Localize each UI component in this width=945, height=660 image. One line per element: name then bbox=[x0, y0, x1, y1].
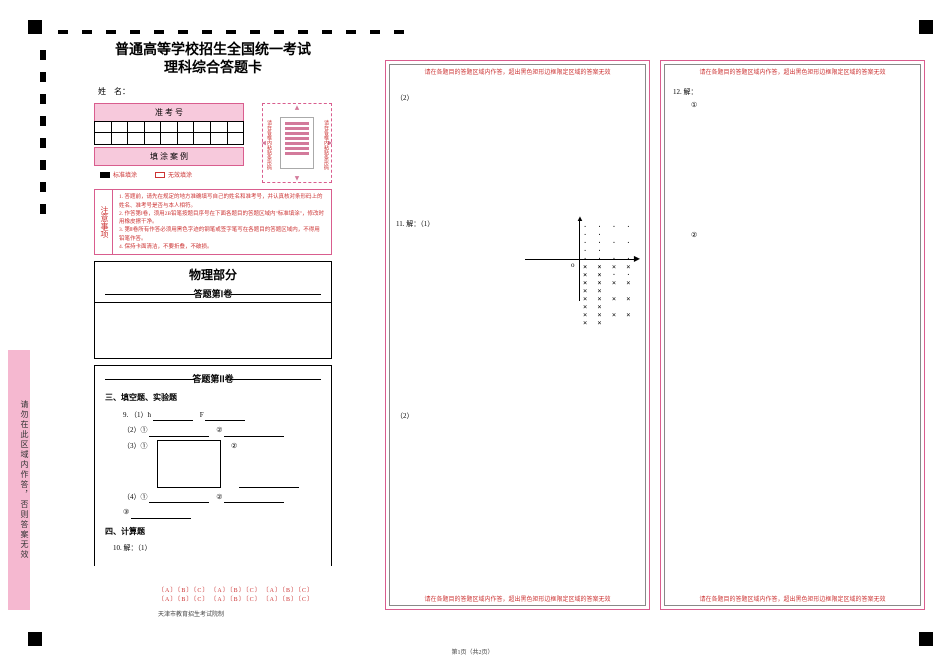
title-line2: 理科综合答题卡 bbox=[58, 60, 368, 78]
blank-line bbox=[149, 494, 209, 503]
arrow-up-icon: ▴ bbox=[295, 102, 300, 113]
panel-footer: 请在各题目的答题区域内作答，超出黑色矩形边框限定区域的答案无效 bbox=[386, 594, 649, 603]
legend-wrong: 无效填涂 bbox=[168, 170, 192, 179]
physics-field-diagram: ▲ ▶ o · · · · · ·· · · · · ·· · · · · ··… bbox=[525, 219, 635, 301]
timing-mark bbox=[919, 632, 933, 646]
q12-sub2: ② bbox=[691, 231, 697, 239]
panel-middle: 请在各题目的答题区域内作答，超出黑色矩形边框限定区域的答案无效 请在各题目的答题… bbox=[385, 60, 650, 610]
notice-line: 4. 保持卡面清洁，不要折叠，不破损。 bbox=[119, 243, 325, 251]
p2-top-num: （2） bbox=[396, 93, 414, 103]
barcode-zone: ▴ ▴ ▴ ▴ 请在各框内粘贴条形码 请在各框内粘贴条形码 bbox=[262, 103, 332, 183]
blank-line bbox=[205, 412, 245, 421]
card1-label: 答题第Ⅰ卷 bbox=[95, 285, 331, 302]
panel-right: 请在各题目的答题区域内作答，超出黑色矩形边框限定区域的答案无效 请在各题目的答题… bbox=[660, 60, 925, 610]
title-line1: 普通高等学校招生全国统一考试 bbox=[58, 42, 368, 60]
ticket-grid bbox=[94, 121, 244, 145]
ticket-number-block: 准 考 号 填 涂 案 例 标准填涂 无效填涂 bbox=[94, 103, 244, 183]
options-line: 〔A〕〔B〕〔C〕 〔A〕〔B〕〔C〕 〔A〕〔B〕〔C〕 bbox=[158, 596, 314, 606]
options-line: 〔A〕〔B〕〔C〕 〔A〕〔B〕〔C〕 〔A〕〔B〕〔C〕 bbox=[158, 587, 314, 597]
mc-options-demo: 〔A〕〔B〕〔C〕 〔A〕〔B〕〔C〕 〔A〕〔B〕〔C〕 〔A〕〔B〕〔C〕 … bbox=[158, 587, 314, 606]
barcode-icon bbox=[280, 117, 314, 169]
q9-2b: ② bbox=[216, 426, 222, 434]
answer-box bbox=[157, 440, 221, 488]
card1-blank bbox=[95, 302, 331, 358]
q9-2a: （2）① bbox=[123, 426, 148, 434]
timing-left-col bbox=[40, 50, 46, 214]
notice-label: 注意事项 bbox=[95, 190, 113, 254]
ticket-header: 准 考 号 bbox=[94, 103, 244, 121]
physics-title: 物理部分 bbox=[95, 262, 331, 285]
barcode-hint-right: 请在各框内粘贴条形码 bbox=[322, 120, 329, 170]
q12-sub1: ① bbox=[691, 101, 697, 109]
timing-mark bbox=[28, 20, 42, 34]
blank-line bbox=[224, 428, 284, 437]
blank-line bbox=[224, 494, 284, 503]
notice-line: 3. 第Ⅱ卷所有作答必须用黑色字迹的钢笔或签字笔写在各题目的答题区域内，不得用铅… bbox=[119, 226, 325, 243]
panel-header: 请在各题目的答题区域内作答，超出黑色矩形边框限定区域的答案无效 bbox=[386, 67, 649, 76]
origin-label: o bbox=[571, 261, 575, 269]
inner-border bbox=[664, 64, 921, 606]
notice-text: 1. 答题前，请先在规定的地方准确填写自己的姓名和准考号，并认真核对条形码上的姓… bbox=[113, 190, 331, 254]
panel-footer: 请在各题目的答题区域内作答，超出黑色矩形边框限定区域的答案无效 bbox=[661, 594, 924, 603]
no-answer-zone-bar: 请勿在此区域内作答，否则答案无效 bbox=[8, 350, 30, 610]
q9-num: 9. bbox=[123, 411, 128, 419]
q9-5: ③ bbox=[123, 508, 129, 516]
q12-block: 12. 解： ① bbox=[673, 87, 698, 109]
question-section: 三、填空题、实验题 9. （1）h F （2）① ② （3）① ② bbox=[95, 387, 331, 566]
notice-line: 2. 作答第Ⅰ卷，须用2B铅笔按题目序号在下面各题目的答题区域内"标准填涂"，修… bbox=[119, 210, 325, 227]
id-barcode-row: 准 考 号 填 涂 案 例 标准填涂 无效填涂 ▴ ▴ ▴ ▴ 请在各框内粘贴条… bbox=[94, 103, 332, 183]
q11-label: 11. 解：（1） bbox=[396, 219, 434, 229]
notice-box: 注意事项 1. 答题前，请先在规定的地方准确填写自己的姓名和准考号，并认真核对条… bbox=[94, 189, 332, 255]
blank-line bbox=[153, 412, 193, 421]
barcode-hint-left: 请在各框内粘贴条形码 bbox=[265, 120, 272, 170]
p2-bottom-num: （2） bbox=[396, 411, 414, 421]
q9-3a: （3）① bbox=[123, 442, 148, 450]
physics-card2: 答题第ⅠⅠ卷 三、填空题、实验题 9. （1）h F （2）① ② （3）① bbox=[94, 365, 332, 566]
panel-left: 普通高等学校招生全国统一考试 理科综合答题卡 姓 名： 准 考 号 填 涂 案 … bbox=[58, 40, 368, 630]
section3-header: 三、填空题、实验题 bbox=[105, 391, 321, 405]
blank-line bbox=[239, 479, 299, 488]
fill-legend: 标准填涂 无效填涂 bbox=[94, 166, 244, 183]
name-label: 姓 名： bbox=[58, 84, 368, 99]
physics-card1: 物理部分 答题第Ⅰ卷 bbox=[94, 261, 332, 359]
timing-mark bbox=[28, 632, 42, 646]
q9-1b: F bbox=[200, 411, 204, 419]
notice-line: 1. 答题前，请先在规定的地方准确填写自己的姓名和准考号，并认真核对条形码上的姓… bbox=[119, 193, 325, 210]
panel-header: 请在各题目的答题区域内作答，超出黑色矩形边框限定区域的答案无效 bbox=[661, 67, 924, 76]
field-crosses: × × × × × ×× × × × × ×× × × × × ×× × × ×… bbox=[583, 263, 635, 327]
blank-line bbox=[149, 428, 209, 437]
exam-title: 普通高等学校招生全国统一考试 理科综合答题卡 bbox=[58, 40, 368, 84]
q9-1a: （1）h bbox=[130, 411, 151, 419]
axis-vertical bbox=[579, 219, 580, 301]
arrow-down-icon: ▴ bbox=[295, 173, 300, 184]
inner-border bbox=[389, 64, 646, 606]
blank-line bbox=[131, 510, 191, 519]
q9-4a: （4）① bbox=[123, 493, 148, 501]
card2-label: 答题第ⅠⅠ卷 bbox=[95, 370, 331, 387]
q9-4b: ② bbox=[216, 493, 222, 501]
q12-label: 12. 解： bbox=[673, 88, 698, 96]
section4-header: 四、计算题 bbox=[105, 525, 321, 539]
q9-3b: ② bbox=[231, 442, 237, 450]
arrow-up-icon: ▲ bbox=[576, 214, 584, 223]
page-number: 第1页（共2页） bbox=[0, 647, 945, 656]
source-line: 天津市教育招生考试院制 bbox=[158, 609, 224, 618]
legend-correct: 标准填涂 bbox=[113, 170, 137, 179]
fill-example-header: 填 涂 案 例 bbox=[94, 147, 244, 166]
timing-top-row bbox=[58, 30, 925, 34]
q10-label: 10. 解：（1） bbox=[113, 544, 152, 552]
